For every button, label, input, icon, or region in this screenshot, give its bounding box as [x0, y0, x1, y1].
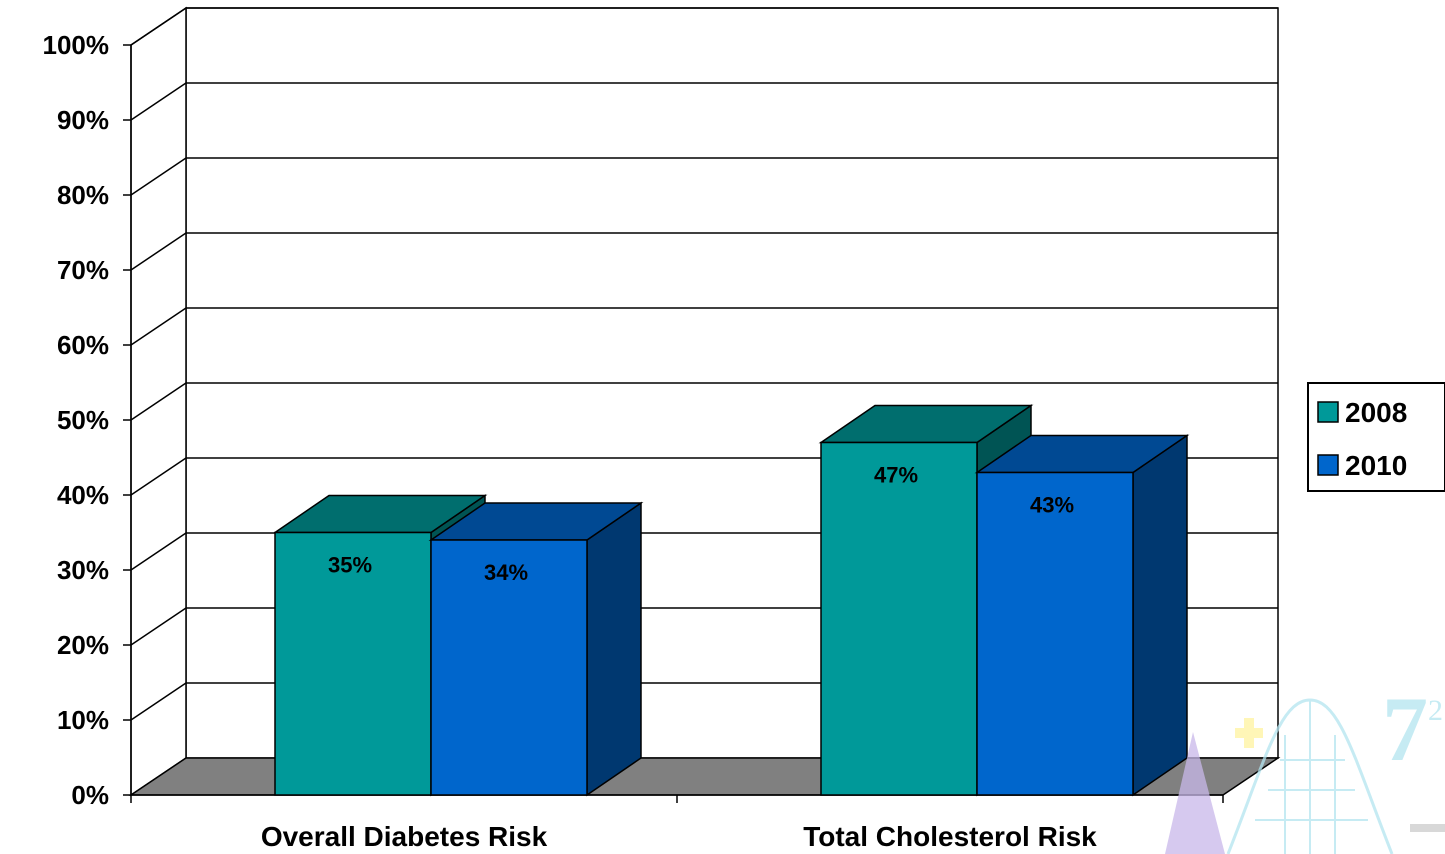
legend-label-2010: 2010: [1345, 450, 1407, 481]
data-label: 43%: [1030, 493, 1074, 518]
x-axis-ticks: [130, 795, 1224, 803]
watermark-seven-glyph: 7: [1382, 678, 1428, 780]
data-label: 35%: [328, 553, 372, 578]
y-tick-label: 50%: [57, 405, 109, 435]
y-tick-label: 60%: [57, 330, 109, 360]
bar-side-face: [586, 501, 642, 797]
y-axis-ticks: 0% 10% 20% 30% 40% 50% 60% 70% 80% 90% 100%: [43, 30, 131, 810]
y-tick-label: 40%: [57, 480, 109, 510]
gridline-side: [130, 232, 187, 271]
y-tick-label: 0%: [71, 780, 109, 810]
category-label: Overall Diabetes Risk: [261, 821, 548, 852]
data-label: 34%: [484, 560, 528, 585]
y-tick-label: 80%: [57, 180, 109, 210]
gridline-side: [130, 532, 187, 571]
legend: 2008 2010: [1307, 382, 1445, 492]
legend-swatch-2008: [1317, 401, 1339, 423]
y-tick-label: 100%: [43, 30, 110, 60]
gridline-side: [130, 157, 187, 196]
gridline-side: [130, 382, 187, 421]
y-tick-label: 10%: [57, 705, 109, 735]
watermark-superscript-glyph: 2: [1428, 694, 1443, 727]
watermark-cone-icon: [1165, 732, 1225, 854]
bar-2010-0: 34%: [428, 501, 644, 797]
gridline-side: [130, 607, 187, 646]
watermark-plus-icon-vertical: [1244, 718, 1254, 748]
gridline-side: [130, 7, 187, 46]
watermark-dash: [1410, 824, 1445, 832]
gridline-side: [130, 457, 187, 496]
bar-front-face: [976, 471, 1134, 796]
y-tick-label: 30%: [57, 555, 109, 585]
y-tick-label: 20%: [57, 630, 109, 660]
watermark-graphic: 7 2: [1165, 678, 1445, 854]
bar-front-face: [820, 441, 978, 796]
bar-front-face: [430, 539, 588, 796]
gridline-side: [130, 307, 187, 346]
category-labels: Overall Diabetes Risk Total Cholesterol R…: [261, 821, 1097, 852]
category-label: Total Cholesterol Risk: [803, 821, 1097, 852]
gridline-side: [130, 82, 187, 121]
y-tick-label: 70%: [57, 255, 109, 285]
legend-swatch-2010: [1317, 454, 1339, 476]
bar-front-face: [274, 531, 432, 796]
y-tick-label: 90%: [57, 105, 109, 135]
bars: 35% 34% 47% 43%: [272, 404, 1190, 797]
legend-label-2008: 2008: [1345, 397, 1407, 428]
data-label: 47%: [874, 463, 918, 488]
bar-2010-1: 43%: [974, 434, 1190, 797]
bar-side-face: [1132, 434, 1188, 797]
gridline-side: [130, 682, 187, 721]
